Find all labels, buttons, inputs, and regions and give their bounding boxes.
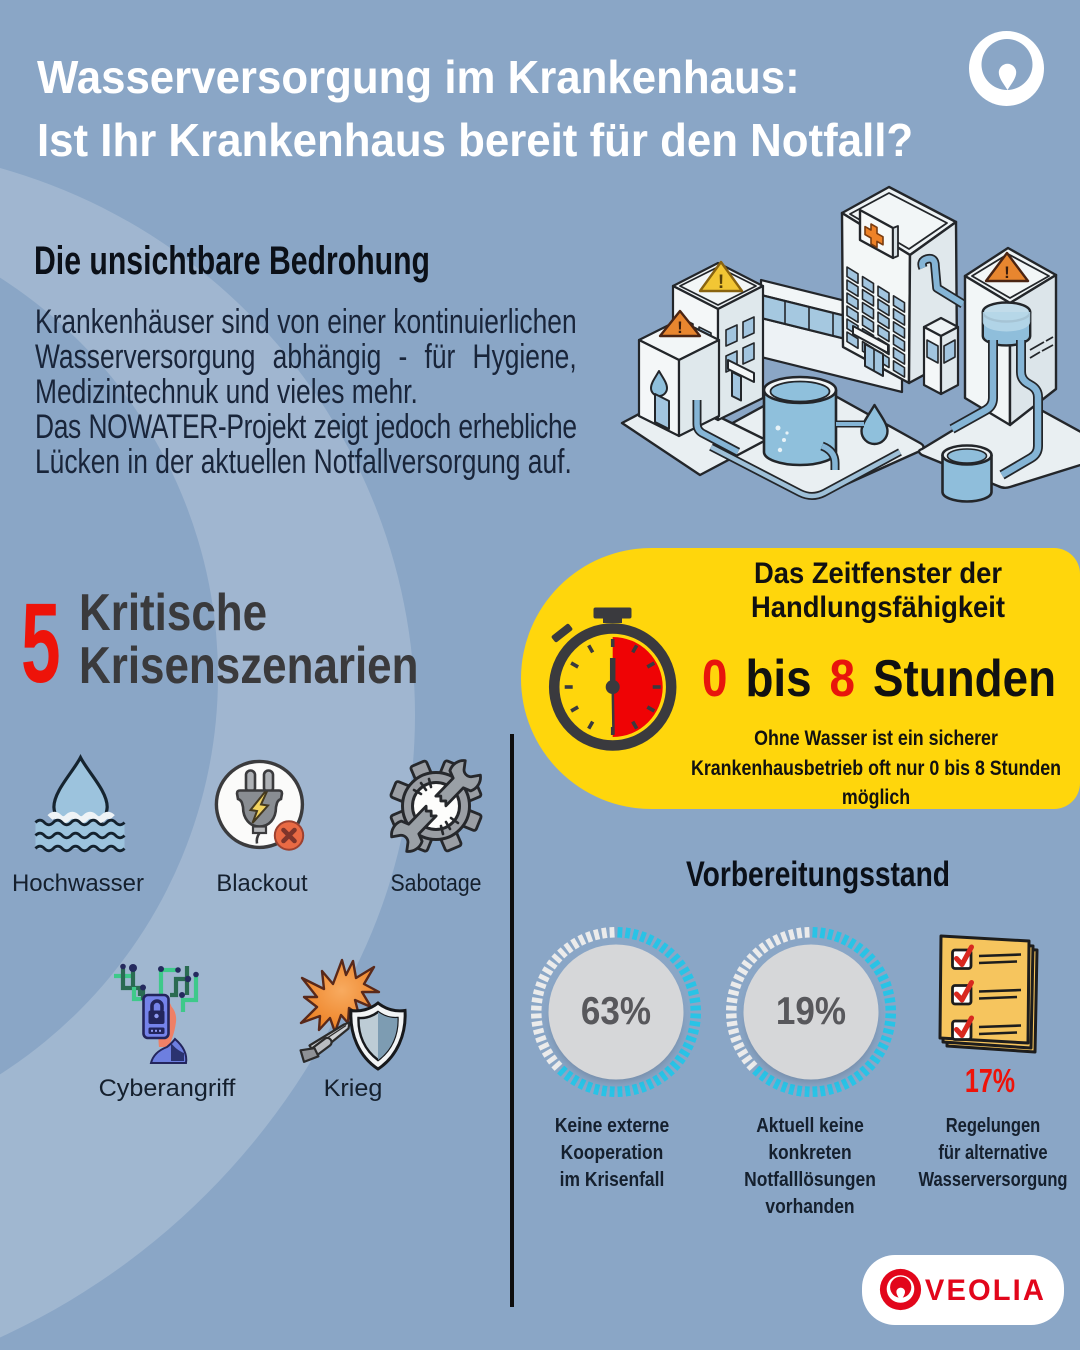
svg-text:!: !: [1004, 263, 1010, 282]
svg-text:!: !: [718, 272, 724, 293]
svg-text:!: !: [677, 318, 683, 337]
